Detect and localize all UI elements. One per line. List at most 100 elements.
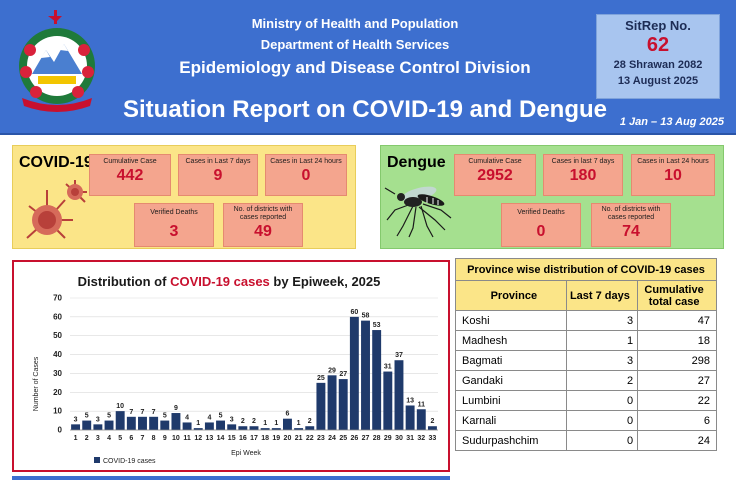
table-row: Gandaki 2 27 [455, 370, 717, 391]
chart-ylabel: Number of Cases [33, 356, 40, 411]
dengue-districts-label: No. of districts with cases reported [601, 206, 661, 221]
data-label: 1 [263, 420, 267, 427]
x-tick-label: 8 [152, 435, 156, 442]
bar [71, 424, 81, 430]
province-last7: 0 [565, 410, 639, 431]
report-period: 1 Jan – 13 Aug 2025 [619, 116, 724, 128]
dengue-last7-value: 180 [569, 167, 597, 184]
dengue-deaths-value: 0 [536, 223, 546, 240]
data-label: 3 [230, 416, 234, 423]
covid-deaths-value: 3 [169, 223, 179, 240]
legend-swatch [94, 457, 100, 463]
bar [182, 422, 192, 430]
data-label: 2 [241, 418, 245, 425]
dengue-deaths-label: Verified Deaths [517, 209, 565, 216]
data-label: 25 [317, 375, 325, 382]
y-tick-label: 0 [58, 426, 63, 435]
x-tick-label: 32 [417, 435, 425, 442]
dengue-last24-label: Cases in Last 24 hours [637, 158, 709, 165]
province-name: Bagmati [455, 350, 567, 371]
department-name: Department of Health Services [260, 37, 450, 52]
bar [327, 375, 337, 430]
bar [394, 360, 404, 430]
covid-districts-label: No. of districts with cases reported [233, 206, 293, 221]
chart-xlabel: Epi Week [231, 450, 261, 457]
bar [249, 426, 259, 430]
sitrep-label: SitRep No. [625, 18, 691, 33]
data-label: 2 [252, 418, 256, 425]
x-tick-label: 22 [306, 435, 314, 442]
table-row: Madhesh 1 18 [455, 330, 717, 351]
bar [126, 416, 136, 430]
data-label: 5 [107, 413, 111, 420]
data-label: 2 [430, 418, 434, 425]
bar [349, 316, 359, 430]
province-cumulative: 47 [637, 310, 717, 331]
bottom-strip [12, 476, 450, 480]
data-label: 5 [219, 413, 223, 420]
table-row: Bagmati 3 298 [455, 350, 717, 371]
report-header: Ministry of Health and Population Depart… [0, 0, 736, 135]
province-cumulative: 24 [637, 430, 717, 451]
y-tick-label: 60 [53, 312, 62, 321]
y-tick-label: 50 [53, 331, 62, 340]
covid-last24-value: 0 [301, 167, 311, 184]
dengue-last24-value: 10 [664, 167, 682, 184]
covid-last7-label: Cases in Last 7 days [185, 158, 251, 165]
dengue-last24-box: Cases in Last 24 hours 10 [631, 154, 715, 196]
x-tick-label: 11 [183, 435, 191, 442]
covid-last24-box: Cases in Last 24 hours 0 [265, 154, 347, 196]
dengue-last7-box: Cases in last 7 days 180 [543, 154, 623, 196]
province-table-caption: Province wise distribution of COVID-19 c… [455, 258, 717, 281]
bar [216, 420, 226, 430]
data-label: 1 [297, 420, 301, 427]
covid-summary-panel: COVID-19 Cumulative Case 442 Cases [12, 145, 356, 249]
y-tick-label: 70 [53, 294, 62, 303]
bar [294, 428, 304, 430]
province-name: Gandaki [455, 370, 567, 391]
bar [260, 428, 270, 430]
x-tick-label: 20 [284, 435, 292, 442]
bar [82, 420, 92, 430]
data-label: 3 [96, 416, 100, 423]
province-table-box: Province wise distribution of COVID-19 c… [455, 258, 717, 470]
dengue-last7-label: Cases in last 7 days [551, 158, 615, 165]
covid-cumulative-value: 442 [116, 167, 144, 184]
province-cumulative: 18 [637, 330, 717, 351]
dengue-districts-value: 74 [622, 223, 640, 240]
data-label: 10 [116, 403, 124, 410]
province-name: Koshi [455, 310, 567, 331]
data-label: 7 [141, 409, 145, 416]
dengue-title: Dengue [387, 154, 446, 171]
province-name: Karnali [455, 410, 567, 431]
ministry-name: Ministry of Health and Population [251, 16, 459, 31]
bar [338, 379, 348, 430]
bar [227, 424, 237, 430]
bar [104, 420, 114, 430]
bar [204, 422, 214, 430]
dengue-cumulative-box: Cumulative Case 2952 [454, 154, 536, 196]
covid-last7-box: Cases in Last 7 days 9 [178, 154, 258, 196]
x-tick-label: 3 [96, 435, 100, 442]
x-tick-label: 13 [205, 435, 213, 442]
data-label: 5 [85, 413, 89, 420]
dengue-summary-panel: Dengue Cumulative Case 2952 Cases in [380, 145, 724, 249]
report-title: Situation Report on COVID-19 and Dengue [122, 96, 608, 123]
epiweek-chart-svg: Distribution of COVID-19 cases by Epiwee… [33, 274, 438, 465]
x-tick-label: 10 [172, 435, 180, 442]
bar [305, 426, 315, 430]
col-header-last7: Last 7 days [565, 280, 639, 311]
covid-cumulative-label: Cumulative Case [103, 158, 157, 165]
data-label: 2 [308, 418, 312, 425]
x-tick-label: 2 [85, 435, 89, 442]
division-name: Epidemiology and Disease Control Divisio… [179, 58, 531, 77]
data-label: 27 [339, 371, 347, 378]
data-label: 1 [274, 420, 278, 427]
province-last7: 2 [565, 370, 639, 391]
sitrep-box: SitRep No. 62 28 Shrawan 2082 13 August … [596, 14, 720, 99]
bar [93, 424, 103, 430]
x-tick-label: 12 [194, 435, 202, 442]
province-last7: 3 [565, 310, 639, 331]
data-label: 58 [362, 313, 370, 320]
